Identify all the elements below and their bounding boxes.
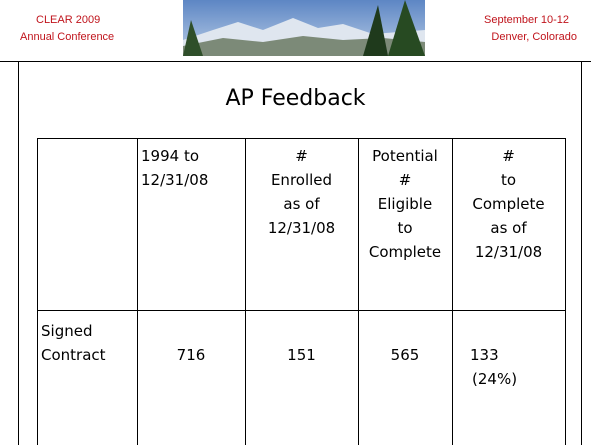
slide-border [581,61,582,445]
table-border [245,138,246,445]
table-cell: 716 [176,346,206,364]
table-border [37,310,566,311]
column-header: as of [490,219,527,237]
header-left-line: CLEAR 2009 [36,14,101,26]
column-header: Eligible [377,195,433,213]
slide-border [18,61,19,445]
table-border [137,138,138,445]
column-header: 12/31/08 [141,171,209,189]
column-header: as of [283,195,320,213]
column-header: # [398,171,412,189]
table-border [565,138,566,445]
table-cell: 565 [390,346,420,364]
header-rule [0,61,591,62]
column-header: to [397,219,413,237]
slide-title: AP Feedback [225,86,366,111]
header-right-line: September 10-12 [484,14,569,26]
table-border [358,138,359,445]
header-image [183,0,425,56]
table-cell: 151 [287,346,316,364]
column-header: to [500,171,517,189]
header-right-line: Denver, Colorado [491,31,577,43]
column-header: # [502,147,515,165]
column-header: Enrolled [270,171,333,189]
row-label: Signed [41,322,93,340]
column-header: 12/31/08 [267,219,336,237]
table-cell: 133 [470,346,499,364]
column-header: Potential [372,147,438,165]
column-header: Complete [368,243,442,261]
table-cell: (24%) [472,370,518,388]
table-border [37,138,38,445]
column-header: # [295,147,308,165]
column-header: 12/31/08 [474,243,543,261]
column-header: 1994 to [141,147,200,165]
column-header: Complete [472,195,545,213]
row-label: Contract [41,346,106,364]
header-left-line: Annual Conference [20,31,115,43]
table-border [37,138,566,139]
table-border [452,138,453,445]
